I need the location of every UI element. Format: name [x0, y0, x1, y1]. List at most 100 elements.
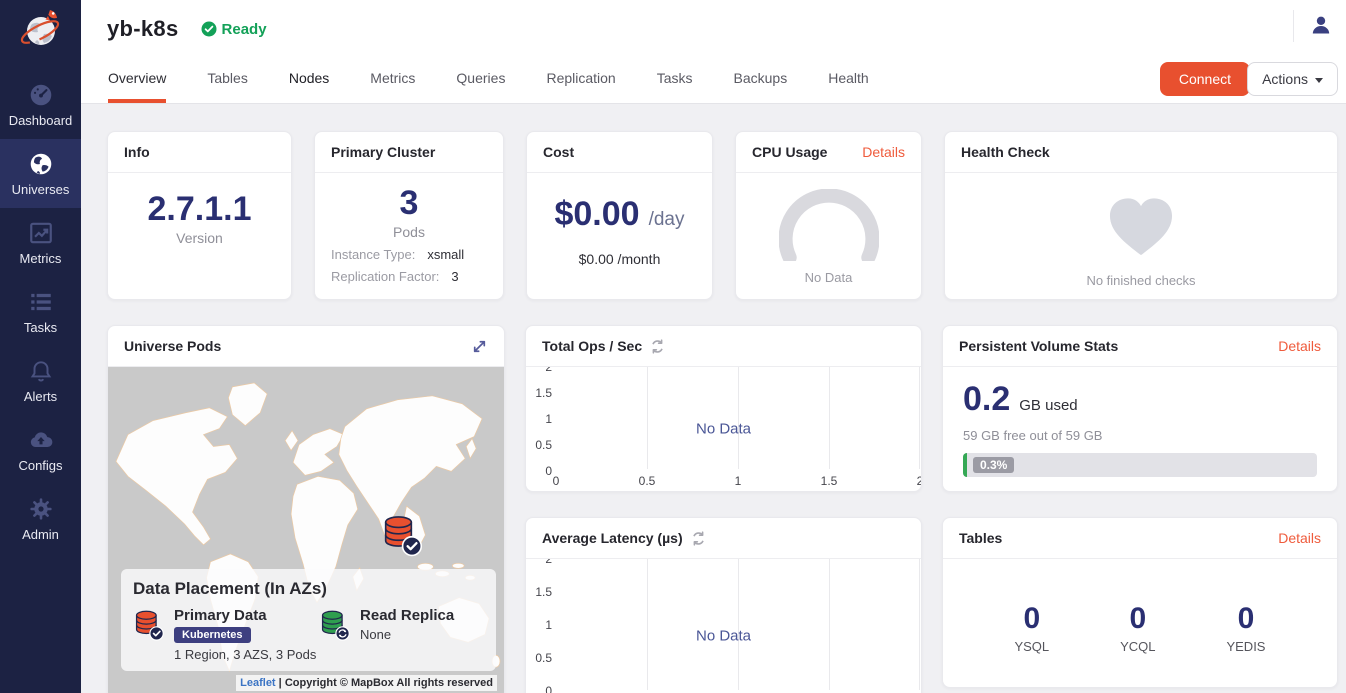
- ycql-count: 0: [1129, 602, 1147, 635]
- gb-used-unit: GB used: [1019, 397, 1078, 414]
- sidebar-item-configs[interactable]: Configs: [0, 415, 81, 484]
- cpu-details-link[interactable]: Details: [862, 144, 905, 160]
- leaflet-link[interactable]: Leaflet: [240, 677, 276, 689]
- primary-data-detail: 1 Region, 3 AZS, 3 Pods: [174, 647, 317, 662]
- ysql-stat: 0 YSQL: [1014, 602, 1049, 654]
- sidebar-item-tasks[interactable]: Tasks: [0, 277, 81, 346]
- replication-factor-row: Replication Factor: 3: [315, 269, 503, 284]
- tab-health[interactable]: Health: [828, 70, 869, 86]
- tables-details-link[interactable]: Details: [1278, 530, 1321, 546]
- volume-progress-bar: 0.3%: [963, 453, 1317, 477]
- configs-icon: [28, 427, 54, 453]
- ycql-stat: 0 YCQL: [1120, 602, 1155, 654]
- instance-type-row: Instance Type: xsmall: [315, 247, 503, 262]
- tab-overview[interactable]: Overview: [108, 70, 167, 103]
- instance-type-value: xsmall: [427, 247, 465, 262]
- universe-header: yb-k8s Ready Overview Tables Nodes Metri…: [81, 0, 1346, 104]
- connect-button[interactable]: Connect: [1159, 62, 1250, 96]
- total-ops-plot: 2 1.5 1 0.5 0 0 0.5 1 1.5 2 No Data: [526, 367, 921, 491]
- data-placement-legend: Data Placement (In AZs): [121, 569, 496, 671]
- cpu-usage-title: CPU Usage: [752, 144, 828, 160]
- refresh-icon[interactable]: [691, 530, 706, 546]
- sidebar-item-universes[interactable]: Universes: [0, 139, 81, 208]
- tab-bar: Overview Tables Nodes Metrics Queries Re…: [108, 70, 869, 103]
- alerts-icon: [28, 358, 54, 384]
- avg-latency-title: Average Latency (µs): [542, 530, 683, 546]
- tab-backups[interactable]: Backups: [733, 70, 788, 86]
- sidebar-item-label: Configs: [18, 457, 63, 473]
- check-circle-icon: [201, 21, 217, 37]
- sidebar-item-label: Tasks: [23, 319, 58, 335]
- attribution-separator: |: [278, 677, 282, 689]
- header-divider: [1293, 10, 1294, 42]
- sidebar-item-admin[interactable]: Admin: [0, 484, 81, 553]
- volume-percent-chip: 0.3%: [973, 457, 1015, 473]
- pods-caption: Pods: [393, 224, 425, 240]
- primary-data-db-icon: [135, 610, 164, 641]
- tasks-icon: [28, 289, 54, 315]
- yugabyte-logo-icon: [20, 10, 59, 45]
- sidebar-item-metrics[interactable]: Metrics: [0, 208, 81, 277]
- primary-data-label: Primary Data: [174, 607, 267, 624]
- tab-metrics[interactable]: Metrics: [370, 70, 416, 86]
- avg-latency-empty-label: No Data: [695, 627, 752, 644]
- sidebar-item-label: Dashboard: [8, 112, 73, 128]
- actions-label: Actions: [1262, 71, 1308, 87]
- cost-card-title: Cost: [543, 144, 575, 160]
- sidebar-item-dashboard[interactable]: Dashboard: [0, 70, 81, 139]
- volume-details-link[interactable]: Details: [1278, 338, 1321, 354]
- actions-dropdown-button[interactable]: Actions: [1247, 62, 1338, 96]
- read-replica-label: Read Replica: [360, 607, 455, 624]
- y-tick: 2: [545, 559, 552, 566]
- user-icon[interactable]: [1310, 14, 1332, 41]
- world-map[interactable]: Data Placement (In AZs): [108, 367, 504, 693]
- refresh-icon[interactable]: [650, 338, 665, 354]
- universes-icon: [28, 151, 54, 177]
- persistent-volume-title: Persistent Volume Stats: [959, 338, 1119, 354]
- map-attribution: Leaflet | Copyright © MapBox All rights …: [236, 675, 497, 691]
- primary-data-map-marker[interactable]: [381, 512, 423, 563]
- cpu-gauge: [778, 188, 879, 265]
- info-card-title: Info: [124, 144, 150, 160]
- cost-per-month: $0.00 /month: [578, 251, 661, 267]
- gb-used-value: 0.2: [963, 380, 1011, 418]
- tab-queries[interactable]: Queries: [456, 70, 506, 86]
- yugabyte-logo[interactable]: [0, 0, 81, 58]
- heart-icon: [1109, 198, 1173, 256]
- info-card: Info 2.7.1.1 Version: [107, 131, 292, 300]
- sidebar: Dashboard Universes Metrics Tasks: [0, 0, 81, 693]
- gb-free-label: 59 GB free out of 59 GB: [963, 428, 1103, 443]
- health-check-title: Health Check: [961, 144, 1050, 160]
- universe-pods-title: Universe Pods: [124, 338, 222, 354]
- tab-replication[interactable]: Replication: [546, 70, 616, 86]
- legend-heading: Data Placement (In AZs): [133, 579, 327, 598]
- sidebar-item-label: Metrics: [19, 250, 62, 266]
- y-tick: 1: [545, 412, 552, 426]
- tab-tables[interactable]: Tables: [207, 70, 248, 86]
- y-tick: 0: [545, 464, 552, 478]
- health-check-card: Health Check No finished checks: [944, 131, 1338, 300]
- y-tick: 1.5: [535, 585, 552, 599]
- avg-latency-plot: 2 1.5 1 0.5 0 0 0.5 1 1.5 2 No Data: [526, 559, 921, 693]
- tab-nodes[interactable]: Nodes: [288, 70, 330, 86]
- instance-type-label: Instance Type:: [331, 247, 416, 262]
- pods-count: 3: [399, 184, 419, 222]
- yedis-stat: 0 YEDIS: [1226, 602, 1265, 654]
- kubernetes-badge: Kubernetes: [174, 627, 251, 643]
- sidebar-nav: Dashboard Universes Metrics Tasks: [0, 70, 81, 553]
- x-tick: 1: [734, 474, 742, 488]
- y-tick: 0.5: [535, 651, 552, 665]
- replication-factor-value: 3: [451, 269, 459, 284]
- universe-pods-card: Universe Pods: [107, 325, 505, 693]
- sidebar-item-alerts[interactable]: Alerts: [0, 346, 81, 415]
- caret-down-icon: [1315, 77, 1323, 83]
- tables-card: Tables Details 0 YSQL 0 YCQL: [942, 517, 1338, 688]
- sidebar-item-label: Universes: [11, 181, 70, 197]
- tab-tasks[interactable]: Tasks: [656, 70, 693, 86]
- yedis-label: YEDIS: [1226, 639, 1266, 654]
- expand-map-icon[interactable]: [471, 338, 488, 355]
- primary-cluster-title: Primary Cluster: [331, 144, 436, 160]
- ysql-label: YSQL: [1014, 639, 1050, 654]
- x-tick: 2: [917, 474, 921, 488]
